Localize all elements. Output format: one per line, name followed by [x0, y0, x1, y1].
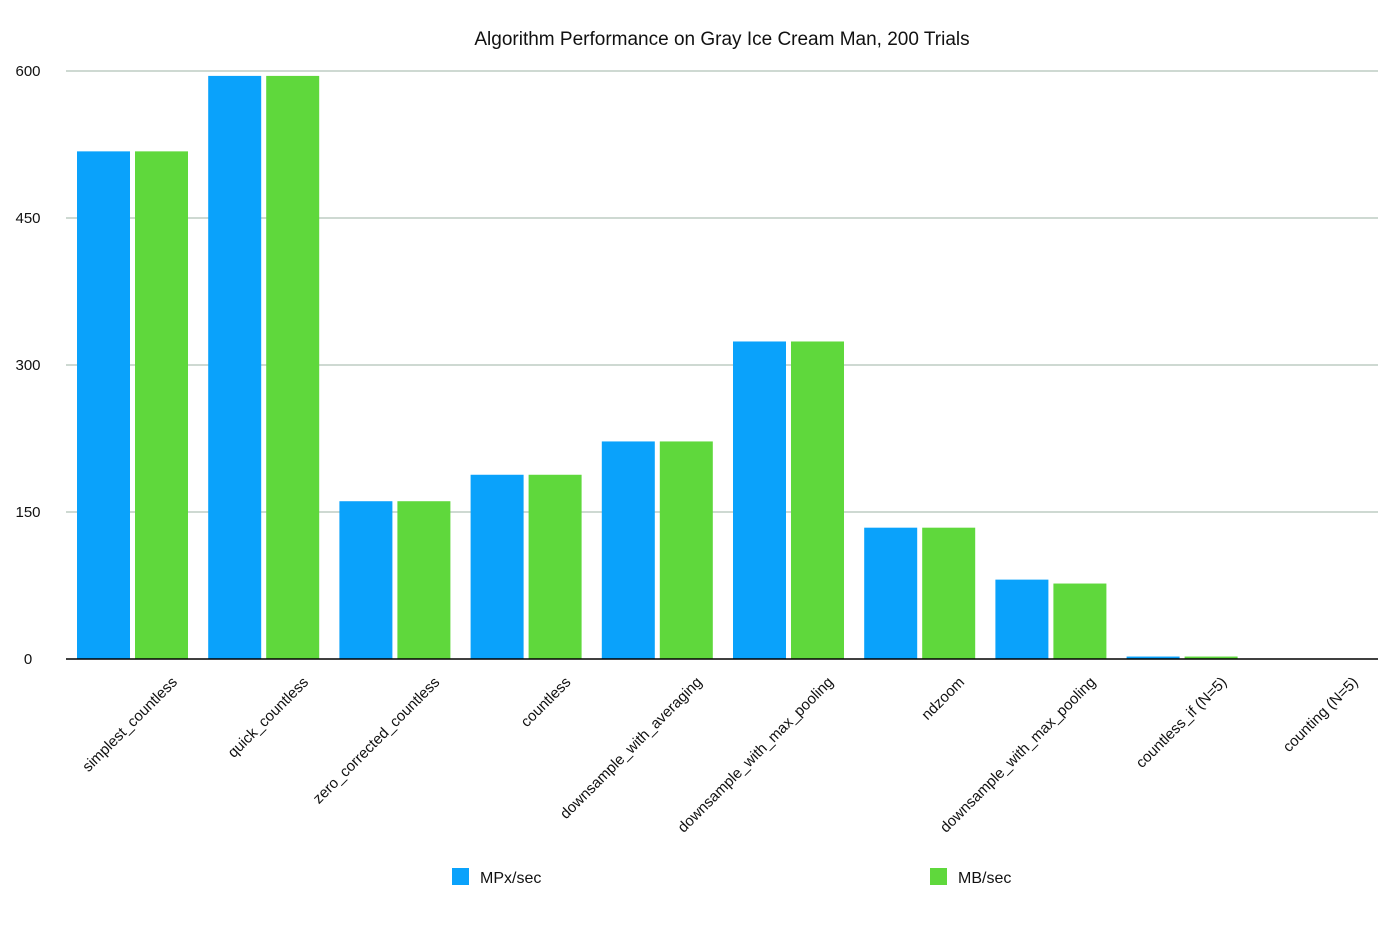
legend: MPx/sec MB/sec: [452, 868, 1011, 887]
x-axis-category-labels: simplest_countless quick_countlesszero_co…: [79, 674, 1361, 836]
bars: [77, 75, 1238, 660]
bar-mb-sec-3: [528, 474, 582, 659]
bar-mpx-sec-7: [995, 579, 1049, 659]
bar-mpx-sec-4: [601, 441, 655, 659]
x-tick-label: countless_if (N=5): [1133, 674, 1231, 772]
y-tick-label: 450: [15, 210, 40, 227]
y-tick-label: 300: [15, 357, 40, 374]
bar-mb-sec-5: [791, 341, 844, 659]
x-tick-label: simplest_countless: [79, 674, 181, 776]
bar-mpx-sec-3: [470, 474, 524, 659]
gridlines: [66, 70, 1378, 513]
legend-swatch-mpx-sec: [452, 868, 469, 885]
x-tick-label: quick_countless: [225, 674, 312, 761]
legend-label-mb-sec: MB/sec: [958, 870, 1011, 887]
bar-mpx-sec-8: [1126, 656, 1180, 659]
y-tick-label: 150: [15, 504, 40, 521]
x-tick-label: downsample_with_averaging: [557, 674, 706, 823]
bar-mpx-sec-1: [208, 75, 262, 659]
bar-mpx-sec-0: [77, 151, 130, 660]
legend-label-mpx-sec: MPx/sec: [480, 870, 541, 887]
x-tick-label: countless: [518, 674, 575, 731]
bar-mb-sec-0: [135, 151, 188, 660]
bar-mb-sec-6: [922, 527, 976, 659]
y-tick-label: 600: [15, 63, 40, 80]
x-tick-label: ndzoom: [918, 674, 968, 724]
bar-mb-sec-2: [397, 501, 451, 659]
bar-mpx-sec-5: [733, 341, 786, 659]
legend-swatch-mb-sec: [930, 868, 947, 885]
chart-title: Algorithm Performance on Gray Ice Cream …: [474, 29, 969, 50]
bar-mb-sec-1: [266, 75, 320, 659]
bar-mb-sec-8: [1184, 656, 1238, 659]
x-tick-label: downsample_with_max_pooling: [674, 674, 836, 836]
bar-mpx-sec-2: [339, 501, 393, 659]
x-tick-label: downsample_with_max_pooling: [937, 674, 1099, 836]
bar-mb-sec-7: [1053, 583, 1107, 659]
y-tick-label: 0: [24, 651, 32, 668]
x-tick-label: counting (N=5): [1280, 674, 1362, 756]
bar-mb-sec-4: [659, 441, 713, 659]
x-tick-label: zero_corrected_countless: [310, 674, 443, 807]
bar-mpx-sec-6: [864, 527, 918, 659]
y-axis-tick-labels: 0 150 300 450 600: [15, 63, 40, 668]
